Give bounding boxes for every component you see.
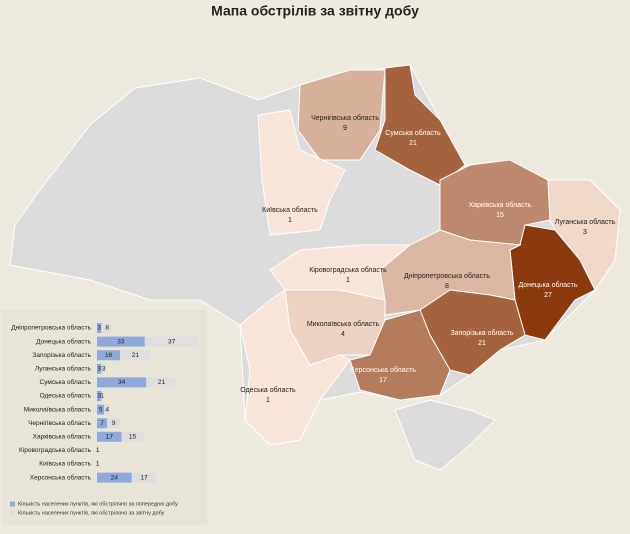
region-value: 3 xyxy=(583,229,587,236)
value-label: 1 xyxy=(96,461,100,468)
value-label: 3 xyxy=(102,366,106,373)
bar-segment xyxy=(144,336,199,347)
value-label: 3 xyxy=(97,325,101,332)
category-label: Миколаївська область xyxy=(24,405,92,413)
region-name: Харківська область xyxy=(469,201,532,209)
region-name: Кіровоградська область xyxy=(309,266,387,274)
region xyxy=(257,109,346,236)
category-label: Дніпропетровська область xyxy=(11,324,91,332)
region-value: 21 xyxy=(409,140,417,147)
bar-segment xyxy=(97,445,99,456)
value-label: 21 xyxy=(158,379,166,386)
value-label: 34 xyxy=(118,379,126,386)
value-label: 7 xyxy=(100,420,104,427)
bar-segment xyxy=(120,350,151,361)
bar-segment xyxy=(146,377,177,388)
regions: Чернігівська область 9 Сумська область 21 Ки… xyxy=(239,64,621,446)
value-label: 16 xyxy=(105,352,113,359)
region-value: 1 xyxy=(288,217,292,224)
category-label: Одеська область xyxy=(40,392,92,400)
value-label: 17 xyxy=(106,434,114,441)
value-label: 8 xyxy=(105,325,109,332)
region xyxy=(349,309,451,401)
region-value: 8 xyxy=(445,283,449,290)
region-value: 17 xyxy=(379,377,387,384)
region-name: Одеська область xyxy=(240,386,296,394)
value-label: 37 xyxy=(168,338,176,345)
region-value: 1 xyxy=(346,277,350,284)
legend-swatch xyxy=(10,501,15,507)
bar-segment xyxy=(97,336,145,347)
bar-segment xyxy=(97,350,121,361)
region xyxy=(239,289,351,446)
bar-segment xyxy=(97,431,122,442)
region-value: 4 xyxy=(341,331,345,338)
category-label: Донецька область xyxy=(36,337,91,345)
region-value: 27 xyxy=(544,292,552,299)
region-name: Дніпропетровська область xyxy=(404,272,490,280)
bar-segment xyxy=(97,418,108,429)
bar-segment xyxy=(97,323,102,333)
value-label: 17 xyxy=(141,474,149,481)
category-label: Київська область xyxy=(39,460,91,468)
value-label: 3 xyxy=(97,393,101,400)
bar-segment xyxy=(101,323,113,333)
category-label: Сумська область xyxy=(40,378,92,386)
region-name: Сумська область xyxy=(385,129,441,137)
value-label: 3 xyxy=(97,366,101,373)
value-label: 1 xyxy=(100,393,104,400)
bar-segment xyxy=(101,391,103,401)
region-value: 9 xyxy=(343,125,347,132)
bar-segment xyxy=(104,404,111,415)
crimea xyxy=(394,399,496,471)
region-name: Херсонська область xyxy=(350,366,416,374)
legend-label: Кількість населених пунктів, які обстріл… xyxy=(18,510,165,516)
bar-segment xyxy=(97,472,132,483)
value-label: 15 xyxy=(129,434,137,441)
category-label: Чернігівська область xyxy=(28,419,92,427)
value-label: 21 xyxy=(132,352,140,359)
bar-segment xyxy=(101,363,106,374)
region xyxy=(297,69,386,161)
category-label: Запорізька область xyxy=(32,351,91,359)
region-value: 21 xyxy=(478,340,486,347)
bar-segment xyxy=(107,418,121,429)
legend-label: Кількість населених пунктів, які обстріл… xyxy=(18,501,178,507)
value-label: 33 xyxy=(117,338,125,345)
bar-segment xyxy=(97,363,102,374)
bar-segment xyxy=(121,431,144,442)
legend-swatch xyxy=(10,510,15,516)
region-name: Миколаївська область xyxy=(307,320,380,328)
bar-segment xyxy=(97,377,147,388)
value-label: 5 xyxy=(99,406,103,413)
value-label: 9 xyxy=(112,420,116,427)
bar-segment xyxy=(97,391,102,401)
value-label: 4 xyxy=(105,406,109,413)
value-label: 1 xyxy=(96,447,100,454)
category-label: Луганська область xyxy=(35,365,92,373)
bar-segment xyxy=(97,459,99,469)
region-name: Донецька область xyxy=(518,281,577,289)
region-name: Луганська область xyxy=(555,218,616,226)
category-label: Херсонська область xyxy=(30,473,92,481)
region-value: 1 xyxy=(266,397,270,404)
region-name: Київська область xyxy=(262,206,318,214)
region-name: Запорізька область xyxy=(450,329,513,337)
category-label: Харківська область xyxy=(33,433,92,441)
value-label: 24 xyxy=(111,474,119,481)
category-label: Кіровоградська область xyxy=(19,446,92,454)
title: Мапа обстрілів за звітну добу xyxy=(211,3,419,19)
bar-segment xyxy=(131,472,157,483)
region-name: Чернігівська область xyxy=(311,114,379,122)
region xyxy=(379,229,522,316)
bar-segment xyxy=(97,404,105,415)
region-value: 15 xyxy=(496,212,504,219)
